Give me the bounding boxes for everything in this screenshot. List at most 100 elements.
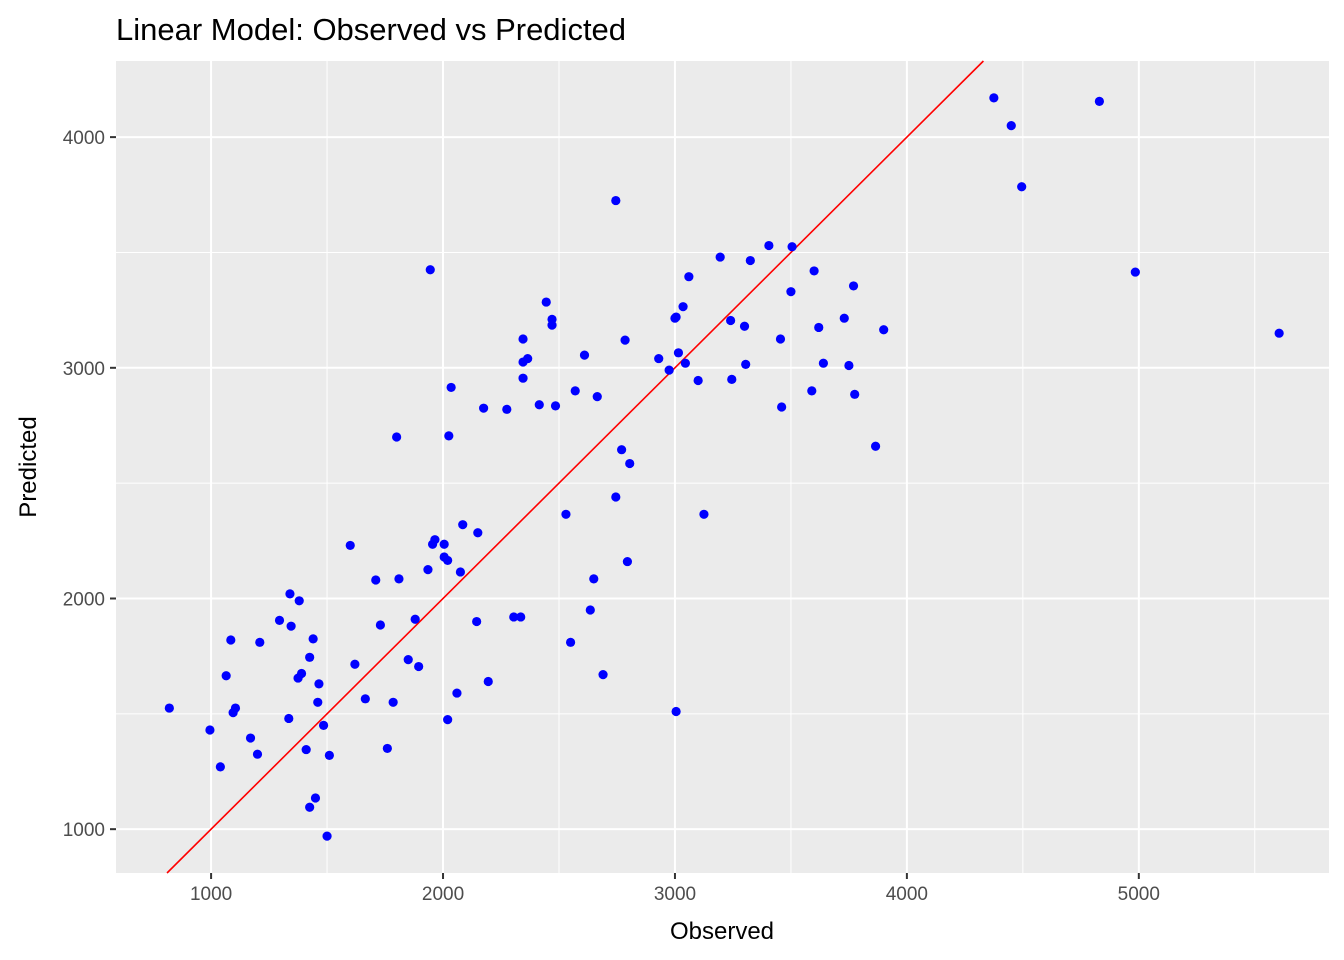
data-point-62 <box>523 353 533 364</box>
data-point-47 <box>444 431 454 441</box>
data-point-64 <box>541 297 551 307</box>
data-point-74 <box>592 392 602 402</box>
data-point-54 <box>479 403 489 413</box>
data-point-86 <box>671 706 681 717</box>
data-point-21 <box>310 793 321 803</box>
y-axis-ticks: 1000 2000 3000 4000 <box>63 128 116 841</box>
data-point-32 <box>382 743 392 754</box>
data-point-96 <box>739 321 750 331</box>
data-point-107 <box>818 358 828 368</box>
data-point-35 <box>394 574 404 584</box>
data-point-38 <box>414 661 424 672</box>
data-point-68 <box>561 509 571 519</box>
data-point-60 <box>518 373 528 383</box>
data-point-114 <box>989 93 999 103</box>
data-point-12 <box>285 589 295 599</box>
data-point-110 <box>848 281 859 291</box>
data-point-4 <box>226 635 236 645</box>
data-point-26 <box>324 750 334 760</box>
data-point-8 <box>252 749 263 759</box>
data-point-90 <box>684 272 694 282</box>
data-point-1 <box>205 725 215 735</box>
data-point-15 <box>294 596 304 606</box>
data-point-82 <box>654 353 664 364</box>
data-point-40 <box>425 265 435 275</box>
data-point-88 <box>678 302 688 312</box>
data-point-91 <box>693 375 703 386</box>
data-point-56 <box>502 404 512 414</box>
data-point-119 <box>1274 328 1284 338</box>
data-point-49 <box>452 688 462 698</box>
data-point-66 <box>547 320 557 330</box>
data-points <box>164 93 1284 841</box>
data-point-29 <box>360 694 370 704</box>
data-point-16 <box>296 668 307 679</box>
data-point-76 <box>611 195 621 206</box>
data-point-78 <box>617 445 627 455</box>
data-point-2 <box>215 762 225 772</box>
reference-line-layer <box>166 60 984 874</box>
y-tick-label-3000: 3000 <box>63 359 105 380</box>
data-point-9 <box>255 637 265 647</box>
data-point-52 <box>472 616 482 627</box>
data-point-85 <box>671 312 681 322</box>
x-tick-label-4000: 4000 <box>886 884 928 905</box>
y-axis-title: Predicted <box>15 416 42 517</box>
data-point-31 <box>375 620 386 630</box>
grid-major <box>116 61 1329 873</box>
data-point-51 <box>458 520 468 530</box>
data-point-20 <box>308 634 318 644</box>
data-point-104 <box>807 386 817 396</box>
data-point-48 <box>446 382 456 393</box>
data-point-45 <box>443 555 453 566</box>
data-point-80 <box>622 556 633 567</box>
x-tick-label-1000: 1000 <box>190 884 232 905</box>
data-point-92 <box>699 509 709 519</box>
data-point-13 <box>286 621 296 631</box>
data-point-106 <box>814 322 824 333</box>
data-point-95 <box>727 374 737 384</box>
data-point-17 <box>301 744 311 755</box>
data-point-105 <box>809 266 819 276</box>
data-point-39 <box>423 565 433 575</box>
data-point-7 <box>245 733 256 743</box>
chart-title: Linear Model: Observed vs Predicted <box>116 12 626 47</box>
data-point-67 <box>550 401 561 411</box>
data-point-75 <box>598 670 608 680</box>
data-point-24 <box>318 720 329 730</box>
data-point-69 <box>565 637 576 647</box>
data-point-108 <box>839 313 849 323</box>
data-point-0 <box>164 703 174 713</box>
data-point-37 <box>410 614 420 624</box>
data-point-89 <box>680 358 690 368</box>
x-axis-title: Observed <box>670 918 774 945</box>
data-point-77 <box>611 492 621 502</box>
x-tick-label-3000: 3000 <box>654 884 696 905</box>
data-point-101 <box>777 402 787 412</box>
data-point-111 <box>850 389 860 399</box>
data-point-72 <box>585 605 595 615</box>
data-point-3 <box>221 671 231 681</box>
data-point-6 <box>230 703 241 713</box>
data-point-93 <box>715 252 725 262</box>
data-point-11 <box>284 713 294 724</box>
grid-minor <box>116 61 1329 873</box>
data-point-50 <box>455 567 466 577</box>
x-tick-label-5000: 5000 <box>1118 884 1160 905</box>
data-point-73 <box>589 574 599 584</box>
data-point-10 <box>274 615 285 626</box>
y-tick-label-1000: 1000 <box>63 820 105 841</box>
data-point-70 <box>570 386 580 396</box>
data-point-36 <box>403 655 413 665</box>
data-point-83 <box>664 365 674 375</box>
data-point-117 <box>1094 96 1104 106</box>
data-point-53 <box>473 528 483 538</box>
data-point-58 <box>516 612 526 622</box>
x-tick-label-2000: 2000 <box>422 884 464 905</box>
data-point-112 <box>870 441 881 451</box>
data-point-103 <box>787 242 797 252</box>
data-point-94 <box>726 315 736 326</box>
data-point-18 <box>305 652 315 662</box>
data-point-33 <box>388 697 398 707</box>
data-point-113 <box>879 325 889 335</box>
